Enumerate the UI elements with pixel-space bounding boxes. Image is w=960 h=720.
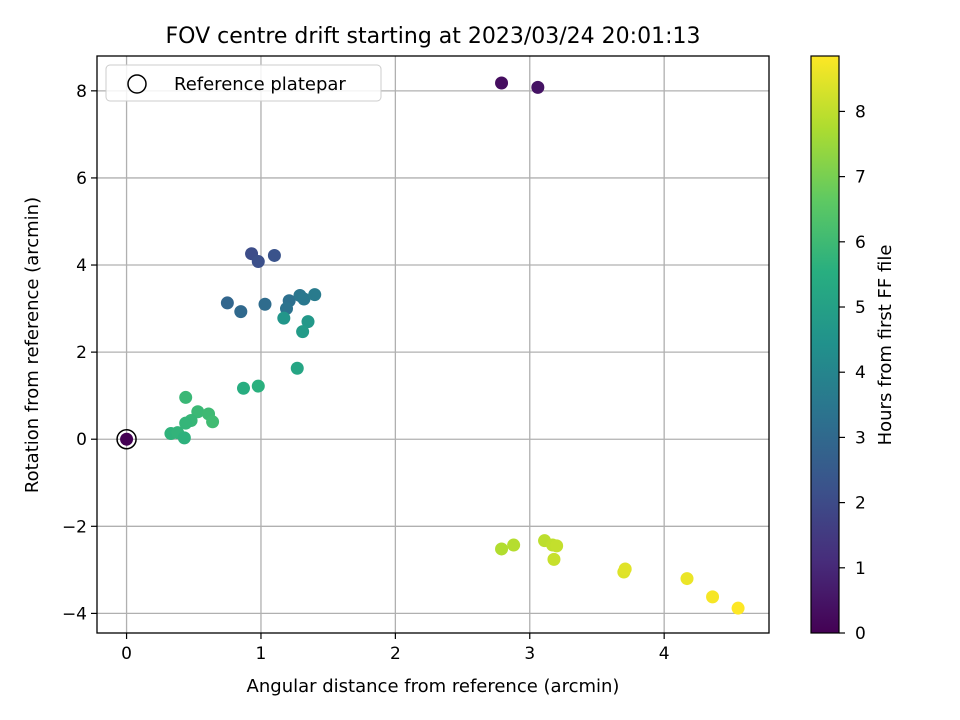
x-axis-label: Angular distance from reference (arcmin) — [247, 676, 620, 697]
scatter-point — [220, 296, 234, 310]
y-tick-label: 6 — [76, 169, 87, 189]
legend-label: Reference platepar — [174, 74, 346, 95]
x-axis-ticks: 0 1 2 3 4 — [121, 633, 670, 664]
legend-box — [105, 64, 382, 102]
scatter-point — [120, 432, 134, 446]
scatter-point — [507, 538, 521, 552]
legend-marker-icon — [127, 74, 147, 94]
scatter-point — [550, 539, 564, 553]
scatter-point — [179, 416, 193, 430]
y-tick-label: 8 — [76, 82, 87, 102]
colorbar-tick-label: 4 — [855, 363, 866, 383]
y-tick-label: 0 — [76, 430, 87, 450]
scatter-point — [258, 297, 272, 311]
scatter-point — [277, 311, 291, 325]
x-tick-label: 3 — [524, 644, 535, 664]
colorbar-tick-label: 7 — [855, 168, 866, 188]
scatter-point — [301, 315, 315, 329]
scatter-point — [290, 361, 304, 375]
scatter-point — [731, 601, 745, 615]
colorbar-ticks: 0 1 2 3 4 5 6 7 8 — [839, 102, 866, 644]
y-tick-label: −2 — [62, 517, 87, 537]
scatter-point — [234, 305, 248, 319]
scatter-point — [296, 325, 310, 339]
y-tick-label: 4 — [76, 256, 87, 276]
scatter-point — [495, 542, 509, 556]
colorbar: 0 1 2 3 4 5 6 7 8 Hours from first FF file — [810, 55, 896, 644]
x-tick-label: 2 — [390, 644, 401, 664]
data-points — [116, 76, 745, 615]
y-axis-ticks: −4 −2 0 2 4 6 8 — [62, 82, 97, 624]
scatter-point — [308, 288, 322, 302]
scatter-point — [297, 292, 311, 306]
scatter-point — [680, 572, 694, 586]
colorbar-tick-label: 0 — [855, 624, 866, 644]
scatter-point — [251, 379, 265, 393]
reference-platepar-marker — [116, 428, 137, 450]
grid — [97, 56, 769, 633]
colorbar-tick-label: 5 — [855, 298, 866, 318]
colorbar-gradient — [810, 55, 840, 634]
y-tick-label: 2 — [76, 343, 87, 363]
legend: Reference platepar — [105, 64, 382, 102]
scatter-point — [618, 562, 632, 576]
colorbar-tick-label: 8 — [855, 102, 866, 122]
x-tick-label: 4 — [659, 644, 670, 664]
y-axis-label: Rotation from reference (arcmin) — [22, 197, 43, 493]
colorbar-tick-label: 6 — [855, 233, 866, 253]
colorbar-tick-label: 3 — [855, 428, 866, 448]
scatter-point — [706, 590, 720, 604]
plot-frame — [96, 55, 770, 634]
scatter-point — [206, 415, 220, 429]
colorbar-tick-label: 1 — [855, 559, 866, 579]
x-tick-label: 0 — [121, 644, 132, 664]
scatter-point — [236, 381, 250, 395]
colorbar-tick-label: 2 — [855, 494, 866, 514]
y-tick-label: −4 — [62, 604, 87, 624]
scatter-point — [495, 76, 509, 90]
scatter-point — [267, 248, 281, 262]
chart-title: FOV centre drift starting at 2023/03/24 … — [166, 24, 701, 49]
scatter-point — [177, 431, 191, 445]
scatter-point — [251, 255, 265, 269]
scatter-point — [179, 390, 193, 404]
colorbar-label: Hours from first FF file — [875, 245, 896, 446]
scatter-point — [531, 80, 545, 94]
scatter-point — [547, 552, 561, 566]
x-tick-label: 1 — [256, 644, 267, 664]
